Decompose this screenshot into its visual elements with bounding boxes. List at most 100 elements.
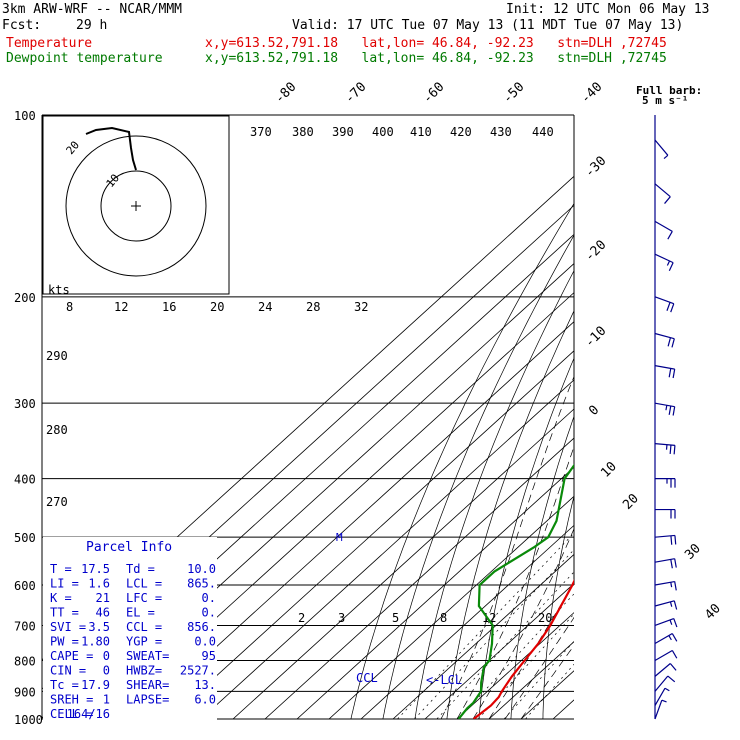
wind-barb [654, 402, 675, 408]
parcel-row-value: 6.0 [194, 693, 216, 707]
isotherm-label: -60 [420, 80, 447, 107]
isotherm-label: 20 [620, 491, 642, 513]
dry-adiabat-line [694, 115, 740, 719]
mixing-ratio-line [397, 532, 574, 719]
moist-adiabat-line [520, 644, 574, 719]
parcel-row-value: 865. [187, 577, 216, 591]
wind-barb-flag [663, 154, 669, 159]
wind-barb-flag [671, 633, 678, 642]
isotherm-line [296, 466, 574, 719]
moist-adiabat-line [456, 445, 574, 719]
isotherm-line [328, 495, 574, 719]
theta-label: 290 [46, 349, 68, 363]
parcel-row-label: HWBZ= [126, 664, 162, 678]
theta-label: 420 [450, 125, 472, 139]
parcel-row-label: LAPSE= [126, 693, 169, 707]
moist-adiabat-line [440, 375, 574, 719]
temperature-legend: Temperature [6, 36, 93, 51]
barb-key-title: Full barb: [636, 84, 702, 97]
parcel-row-label: LFC = [126, 591, 162, 605]
hodograph-ring [65, 135, 207, 277]
wind-barb-flag [661, 699, 667, 703]
wind-barb [654, 633, 673, 645]
wind-barb [654, 139, 669, 156]
parcel-row-value: 2527. [180, 664, 216, 678]
parcel-row-value: 95 [202, 649, 216, 663]
parcel-row-value: 164/16 [67, 707, 110, 721]
wind-barb [654, 183, 671, 198]
isotherm-label: -70 [342, 80, 369, 107]
wind-barb [654, 332, 675, 340]
parcel-row-label: EL = [126, 606, 155, 620]
wind-barb-flag [673, 445, 676, 455]
isotherm-label: -30 [582, 154, 609, 181]
theta-label: 270 [46, 495, 68, 509]
parcel-row-value: 1.80 [81, 635, 110, 649]
isotherm-line [168, 350, 574, 719]
pressure-tick-label: 500 [14, 531, 36, 545]
wind-barb-flag [671, 338, 675, 348]
speed-tick-label: 12 [114, 300, 128, 314]
wind-barb-flag [669, 601, 673, 607]
wind-barb [654, 534, 675, 538]
theta-label: 390 [332, 125, 354, 139]
hodograph-trace [85, 126, 137, 171]
parcel-row-label: CIN = [50, 664, 86, 678]
parcel-row-value: 0 [103, 664, 110, 678]
dry-adiabat-line [606, 115, 740, 719]
pressure-tick-label: 700 [14, 619, 36, 633]
speed-tick-label: 24 [258, 300, 272, 314]
wind-barb-flag [666, 302, 671, 311]
dry-adiabat-line [350, 202, 574, 719]
parcel-row-value: 856. [187, 620, 216, 634]
wind-barb [654, 558, 675, 563]
wind-barb-flag [668, 635, 672, 641]
temperature-profile [472, 578, 574, 719]
wind-barb-flag [671, 650, 678, 659]
parcel-row-label: CAPE = [50, 649, 93, 663]
mixing-ratio-line [458, 593, 574, 719]
pressure-tick-label: 800 [14, 654, 36, 668]
parcel-row-label: CCL = [126, 620, 162, 634]
init-time: Init: 12 UTC Mon 06 May 13 [506, 2, 710, 17]
wind-barb-flag [667, 231, 673, 240]
dewpoint-profile [457, 463, 574, 719]
parcel-row-value: 0.0 [194, 635, 216, 649]
parcel-row-value: 10.0 [187, 562, 216, 576]
mixing-ratio-line [478, 613, 574, 719]
parcel-row-value: 46 [96, 606, 110, 620]
dry-adiabat-line [575, 115, 740, 719]
isotherm-line [488, 641, 574, 719]
isotherm-line [232, 408, 574, 719]
speed-tick-label: 28 [306, 300, 320, 314]
wind-barb-flag [667, 337, 672, 347]
wind-barb-flag [670, 535, 673, 545]
wind-barb [654, 220, 673, 232]
moist-adiabat-line [472, 527, 574, 719]
dry-adiabat-line [510, 415, 574, 719]
wind-barb-flag [669, 619, 673, 625]
wind-barb-flag [672, 406, 676, 416]
theta-label: 410 [410, 125, 432, 139]
parcel-row-value: 21 [96, 591, 110, 605]
dry-adiabat-line [721, 115, 740, 719]
isotherm-line [424, 583, 574, 719]
isotherm-label: -10 [582, 324, 609, 351]
wind-barb-flag [668, 405, 672, 415]
wind-barb [654, 443, 675, 446]
isotherm-line [456, 612, 574, 719]
speed-tick-label: 20 [210, 300, 224, 314]
parcel-row-label: LCL = [126, 577, 162, 591]
isotherm-label: -40 [578, 80, 605, 107]
wind-barb-flag [666, 260, 671, 266]
wind-barb-flag [673, 618, 678, 628]
wind-barb [654, 600, 675, 607]
isotherm-label: 10 [598, 459, 620, 481]
mixing-ratio-line [525, 663, 574, 719]
wind-barb-flag [668, 368, 672, 378]
temperature-location-info: x,y=613.52,791.18 lat,lon= 46.84, -92.23… [205, 36, 667, 51]
mixing-ratio-label: 8 [440, 611, 447, 625]
pressure-tick-label: 200 [14, 291, 36, 305]
parcel-row-value: 17.9 [81, 678, 110, 692]
pressure-tick-label: 900 [14, 685, 36, 699]
